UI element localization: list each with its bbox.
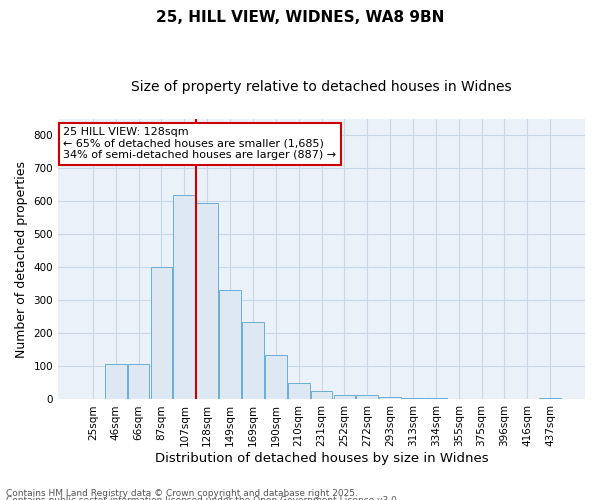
Bar (425, 398, 447, 400)
Bar (448, 399, 470, 400)
Bar (311, 391, 332, 400)
Bar (288, 383, 310, 400)
Bar (539, 398, 561, 400)
Bar (402, 398, 424, 400)
Bar (219, 290, 241, 400)
Bar (151, 268, 172, 400)
Bar (105, 364, 127, 400)
Text: Contains HM Land Registry data © Crown copyright and database right 2025.: Contains HM Land Registry data © Crown c… (6, 488, 358, 498)
Bar (128, 364, 149, 400)
Y-axis label: Number of detached properties: Number of detached properties (15, 160, 28, 358)
Bar (173, 194, 195, 400)
Text: 25, HILL VIEW, WIDNES, WA8 9BN: 25, HILL VIEW, WIDNES, WA8 9BN (156, 10, 444, 25)
Bar (265, 355, 287, 400)
Bar (242, 322, 264, 400)
Bar (82, 399, 104, 400)
Bar (379, 397, 401, 400)
X-axis label: Distribution of detached houses by size in Widnes: Distribution of detached houses by size … (155, 452, 488, 465)
Text: Contains public sector information licensed under the Open Government Licence v3: Contains public sector information licen… (6, 496, 400, 500)
Bar (196, 203, 218, 400)
Bar (356, 396, 378, 400)
Text: 25 HILL VIEW: 128sqm
← 65% of detached houses are smaller (1,685)
34% of semi-de: 25 HILL VIEW: 128sqm ← 65% of detached h… (64, 127, 337, 160)
Title: Size of property relative to detached houses in Widnes: Size of property relative to detached ho… (131, 80, 512, 94)
Bar (334, 394, 355, 400)
